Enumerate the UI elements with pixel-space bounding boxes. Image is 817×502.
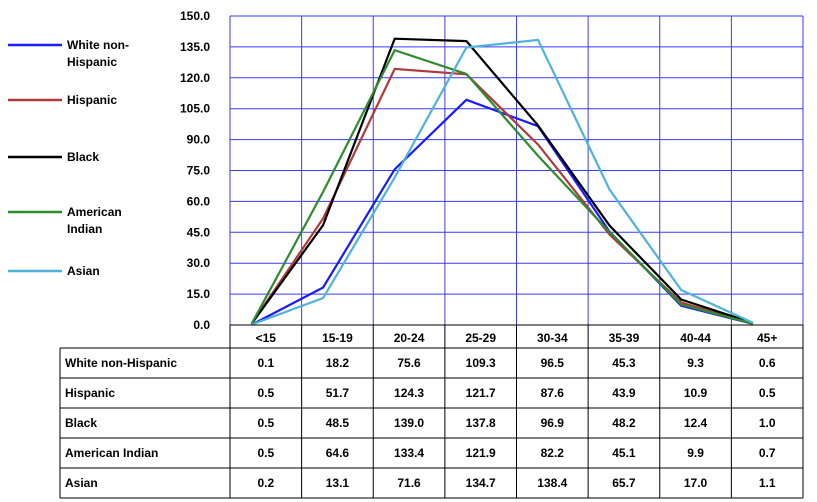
- data-label: 9.9: [687, 446, 704, 460]
- data-label: 109.3: [466, 356, 496, 370]
- data-label: 139.0: [394, 416, 424, 430]
- y-tick-label: 90.0: [187, 133, 211, 147]
- data-label: 137.8: [466, 416, 496, 430]
- data-label: 0.5: [257, 386, 274, 400]
- x-tick-label: 25-29: [465, 331, 496, 345]
- data-label: 138.4: [537, 476, 567, 490]
- legend-label: Black: [67, 150, 99, 164]
- data-label: 0.6: [759, 356, 776, 370]
- table-row-header: Black: [65, 416, 97, 430]
- data-label: 64.6: [326, 446, 350, 460]
- legend-label: White non-: [67, 38, 129, 52]
- y-tick-label: 135.0: [180, 40, 210, 54]
- table-row-header: Hispanic: [65, 386, 115, 400]
- data-label: 1.1: [759, 476, 776, 490]
- x-tick-label: 20-24: [394, 331, 425, 345]
- legend-label: Hispanic: [67, 93, 117, 107]
- y-tick-label: 105.0: [180, 102, 210, 116]
- legend-label: Indian: [67, 222, 102, 236]
- grid-layer: [229, 15, 804, 326]
- data-label: 10.9: [684, 386, 708, 400]
- series-line-4: [251, 38, 754, 326]
- series-line-2: [250, 37, 754, 325]
- legend-label: American: [67, 205, 122, 219]
- x-tick-label: 30-34: [537, 331, 568, 345]
- data-label: 17.0: [684, 476, 708, 490]
- data-label: 134.7: [466, 476, 496, 490]
- data-label: 48.5: [326, 416, 350, 430]
- data-label: 121.9: [466, 446, 496, 460]
- data-label: 96.9: [541, 416, 565, 430]
- series-line-3: [250, 48, 754, 325]
- data-label: 0.2: [257, 476, 274, 490]
- table-row-header: White non-Hispanic: [65, 356, 177, 370]
- data-label: 43.9: [612, 386, 636, 400]
- data-label: 0.5: [257, 416, 274, 430]
- data-label: 12.4: [684, 416, 708, 430]
- y-tick-label: 15.0: [187, 287, 211, 301]
- x-tick-label: 15-19: [322, 331, 353, 345]
- data-label: 0.5: [759, 386, 776, 400]
- x-tick-label: 35-39: [609, 331, 640, 345]
- table-row-header: American Indian: [65, 446, 158, 460]
- data-label: 13.1: [326, 476, 350, 490]
- x-tick-label: 45+: [757, 331, 777, 345]
- legend-label: Hispanic: [67, 55, 117, 69]
- data-label: 71.6: [397, 476, 421, 490]
- data-label: 0.5: [257, 446, 274, 460]
- y-tick-label: 150.0: [180, 9, 210, 23]
- y-tick-label: 30.0: [187, 256, 211, 270]
- data-label: 75.6: [397, 356, 421, 370]
- y-tick-label: 120.0: [180, 71, 210, 85]
- x-tick-label: 40-44: [680, 331, 711, 345]
- x-tick-label: <15: [256, 331, 277, 345]
- series-layer: [250, 37, 754, 326]
- y-tick-label: 60.0: [187, 194, 211, 208]
- data-label: 51.7: [326, 386, 350, 400]
- data-label: 87.6: [541, 386, 565, 400]
- data-label: 65.7: [612, 476, 636, 490]
- data-label: 96.5: [541, 356, 565, 370]
- data-label: 124.3: [394, 386, 424, 400]
- data-label: 133.4: [394, 446, 424, 460]
- data-label: 121.7: [466, 386, 496, 400]
- table-row-header: Asian: [65, 476, 98, 490]
- data-label: 0.7: [759, 446, 776, 460]
- y-tick-label: 45.0: [187, 225, 211, 239]
- legend-label: Asian: [67, 264, 100, 278]
- data-table: <15 15-19 20-24 25-29 30-34 35-39 40-44 45+ Whit…: [59, 324, 804, 499]
- data-label: 45.1: [612, 446, 636, 460]
- data-label: 48.2: [612, 416, 636, 430]
- y-tick-label: 0.0: [193, 318, 210, 332]
- legend: White non- Hispanic Hispanic Black American I…: [8, 38, 129, 278]
- y-tick-label: 75.0: [187, 164, 211, 178]
- data-label: 45.3: [612, 356, 636, 370]
- data-label: 1.0: [759, 416, 776, 430]
- data-label: 18.2: [326, 356, 350, 370]
- data-label: 9.3: [687, 356, 704, 370]
- data-label: 0.1: [257, 356, 274, 370]
- data-label: 82.2: [541, 446, 565, 460]
- y-tick-labels: 0.0 15.0 30.0 45.0 60.0 75.0 90.0 105.0 120.0 135…: [180, 9, 210, 332]
